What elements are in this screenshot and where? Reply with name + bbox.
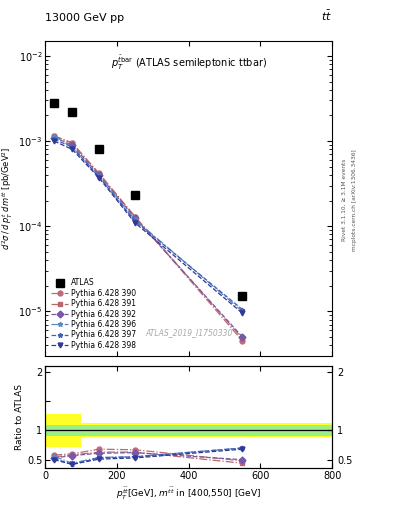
- Text: ATLAS_2019_I1750330: ATLAS_2019_I1750330: [145, 328, 232, 337]
- Pythia 6.428 391: [70, 140, 74, 146]
- Pythia 6.428 396: [52, 133, 57, 139]
- Pythia 6.428 392: [52, 135, 57, 141]
- Line: Pythia 6.428 391: Pythia 6.428 391: [52, 134, 245, 341]
- Line: Pythia 6.428 392: Pythia 6.428 392: [52, 135, 245, 339]
- Pythia 6.428 398: [70, 146, 74, 153]
- Pythia 6.428 398: [132, 220, 137, 226]
- Pythia 6.428 391: [240, 335, 245, 342]
- Pythia 6.428 390: [70, 140, 74, 146]
- Text: Rivet 3.1.10, ≥ 3.1M events: Rivet 3.1.10, ≥ 3.1M events: [342, 159, 347, 241]
- Line: Pythia 6.428 398: Pythia 6.428 398: [52, 139, 245, 316]
- Pythia 6.428 397: [240, 307, 245, 313]
- Pythia 6.428 397: [97, 174, 101, 180]
- Text: mcplots.cern.ch [arXiv:1306.3436]: mcplots.cern.ch [arXiv:1306.3436]: [352, 149, 357, 250]
- X-axis label: $p_T^{\bar{t}\bar{t}}$[GeV], $m^{\bar{t}\bar{t}}$ in [400,550] [GeV]: $p_T^{\bar{t}\bar{t}}$[GeV], $m^{\bar{t}…: [116, 485, 261, 502]
- Line: ATLAS: ATLAS: [50, 99, 246, 300]
- Line: Pythia 6.428 397: Pythia 6.428 397: [52, 137, 245, 312]
- Pythia 6.428 396: [97, 173, 101, 179]
- Pythia 6.428 392: [132, 215, 137, 221]
- Pythia 6.428 396: [240, 308, 245, 314]
- ATLAS: [240, 293, 245, 300]
- Pythia 6.428 392: [97, 172, 101, 178]
- Legend: ATLAS, Pythia 6.428 390, Pythia 6.428 391, Pythia 6.428 392, Pythia 6.428 396, P: ATLAS, Pythia 6.428 390, Pythia 6.428 39…: [49, 276, 139, 352]
- Pythia 6.428 391: [132, 214, 137, 220]
- ATLAS: [97, 146, 101, 153]
- Y-axis label: Ratio to ATLAS: Ratio to ATLAS: [15, 385, 24, 450]
- ATLAS: [132, 193, 137, 199]
- Pythia 6.428 390: [132, 214, 137, 220]
- Pythia 6.428 390: [97, 170, 101, 176]
- Pythia 6.428 392: [240, 334, 245, 340]
- Pythia 6.428 390: [240, 338, 245, 344]
- Pythia 6.428 396: [132, 217, 137, 223]
- Pythia 6.428 391: [97, 171, 101, 177]
- Pythia 6.428 398: [240, 310, 245, 316]
- Pythia 6.428 390: [52, 133, 57, 139]
- Pythia 6.428 392: [70, 142, 74, 148]
- Line: Pythia 6.428 390: Pythia 6.428 390: [52, 134, 245, 343]
- Pythia 6.428 391: [52, 133, 57, 139]
- Y-axis label: $d^2\sigma\,/\,d\,p_T^{\bar{t}}\,d\,m^{\bar{t}\bar{t}}$ [pb/GeV$^2$]: $d^2\sigma\,/\,d\,p_T^{\bar{t}}\,d\,m^{\…: [0, 146, 15, 250]
- Pythia 6.428 397: [70, 144, 74, 150]
- ATLAS: [52, 100, 57, 106]
- Pythia 6.428 398: [97, 175, 101, 181]
- ATLAS: [70, 109, 74, 115]
- Pythia 6.428 397: [132, 218, 137, 224]
- Pythia 6.428 396: [70, 144, 74, 150]
- Text: $t\bar{t}$: $t\bar{t}$: [321, 9, 332, 23]
- Pythia 6.428 397: [52, 136, 57, 142]
- Text: $p_T^{\bar{t}\mathrm{bar}}$ (ATLAS semileptonic ttbar): $p_T^{\bar{t}\mathrm{bar}}$ (ATLAS semil…: [111, 54, 266, 72]
- Line: Pythia 6.428 396: Pythia 6.428 396: [52, 134, 245, 314]
- Pythia 6.428 398: [52, 138, 57, 144]
- Text: 13000 GeV pp: 13000 GeV pp: [45, 13, 124, 23]
